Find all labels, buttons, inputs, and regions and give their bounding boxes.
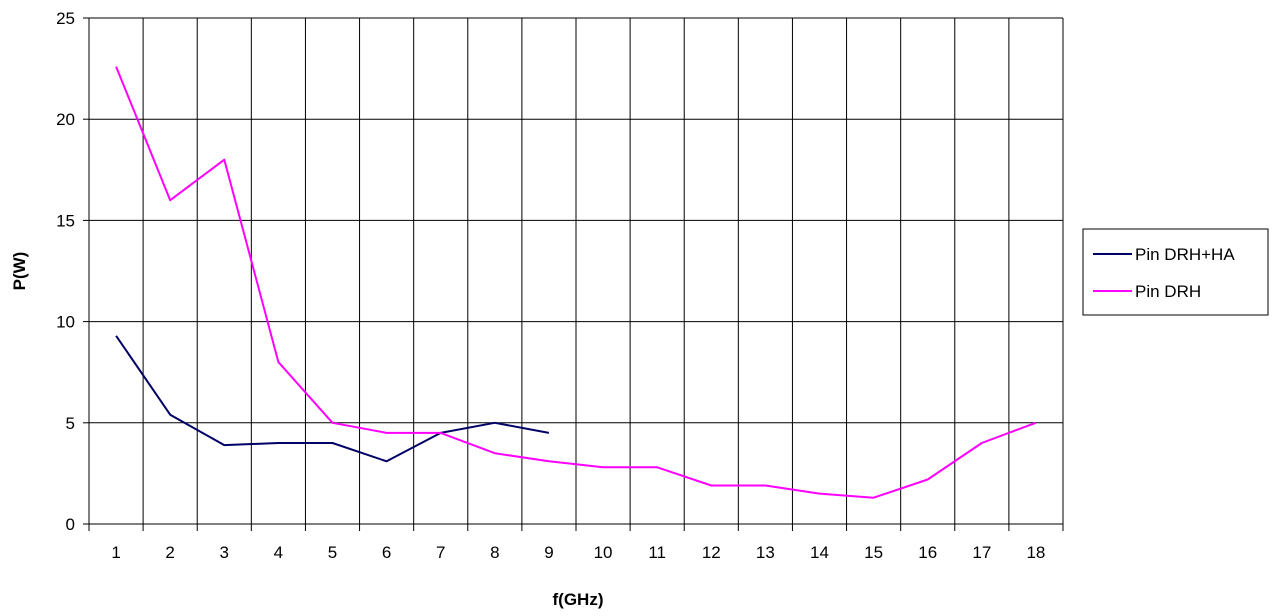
x-tick-label: 12 (702, 543, 721, 562)
legend-label: Pin DRH (1135, 282, 1201, 301)
legend-label: Pin DRH+HA (1135, 245, 1235, 264)
x-tick-label: 13 (756, 543, 775, 562)
series-line-1 (115, 335, 550, 463)
y-tick-label: 10 (56, 313, 75, 332)
x-tick-label: 6 (382, 543, 391, 562)
x-tick-label: 14 (810, 543, 829, 562)
legend-box (1082, 228, 1269, 316)
gridlines (89, 17, 1064, 524)
x-tick-label: 18 (1026, 543, 1045, 562)
x-tick-label: 17 (972, 543, 991, 562)
series-lines (115, 66, 1037, 499)
y-tick-label: 25 (56, 9, 75, 28)
x-tick-label: 7 (436, 543, 445, 562)
y-tick-label: 0 (66, 515, 75, 534)
x-tick-label: 11 (648, 543, 666, 562)
y-tick-label: 5 (66, 414, 75, 433)
y-tick-label: 20 (56, 110, 75, 129)
series-line-2 (115, 66, 1037, 499)
x-tick-label: 2 (165, 543, 174, 562)
x-tick-label: 3 (220, 543, 229, 562)
x-tick-label: 15 (864, 543, 883, 562)
y-tick-label: 15 (56, 211, 75, 230)
y-axis-title: P(W) (10, 252, 29, 291)
x-tick-label: 16 (918, 543, 937, 562)
x-tick-label: 5 (328, 543, 337, 562)
x-tick-label: 8 (490, 543, 499, 562)
x-tick-label: 10 (594, 543, 613, 562)
x-tick-label: 9 (544, 543, 553, 562)
x-tick-label: 1 (111, 543, 120, 562)
x-axis-title: f(GHz) (553, 590, 604, 609)
legend: Pin DRH+HA Pin DRH (1082, 228, 1269, 316)
x-tick-label: 4 (274, 543, 283, 562)
